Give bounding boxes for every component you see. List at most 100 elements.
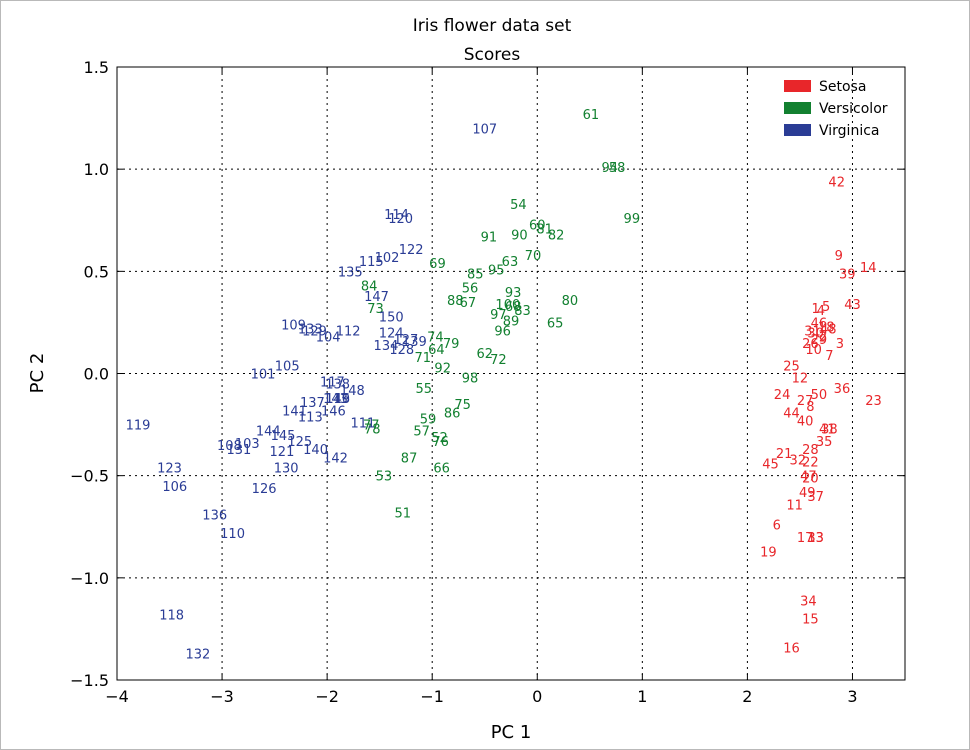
data-point-virginica: 117 [320, 376, 345, 391]
data-point-setosa: 32 [790, 453, 807, 468]
data-point-virginica: 107 [472, 122, 497, 137]
data-point-virginica: 129 [302, 325, 327, 340]
data-point-setosa: 9 [835, 249, 843, 264]
data-point-setosa: 27 [797, 394, 814, 409]
data-point-versicolor: 96 [494, 325, 511, 340]
data-point-versicolor: 89 [503, 314, 520, 329]
data-point-versicolor: 79 [443, 337, 460, 352]
data-point-setosa: 45 [762, 457, 779, 472]
data-point-virginica: 115 [359, 255, 384, 270]
data-point-versicolor: 69 [429, 257, 446, 272]
data-point-virginica: 114 [384, 208, 409, 223]
data-point-setosa: 20 [802, 472, 819, 487]
data-point-setosa: 50 [811, 388, 828, 403]
data-point-setosa: 43 [844, 298, 861, 313]
data-point-virginica: 146 [321, 404, 346, 419]
legend-swatch-versicolor [784, 102, 811, 114]
data-point-versicolor: 90 [511, 229, 528, 244]
data-point-setosa: 48 [820, 323, 837, 338]
data-point-setosa: 47 [800, 470, 817, 485]
data-point-virginica: 121 [270, 445, 295, 460]
data-point-virginica: 141 [282, 404, 307, 419]
data-point-versicolor: 72 [490, 353, 507, 368]
data-point-setosa: 8 [806, 400, 814, 415]
data-point-setosa: 23 [865, 394, 882, 409]
data-point-setosa: 2 [819, 331, 827, 346]
data-point-setosa: 21 [776, 447, 793, 462]
data-point-versicolor: 56 [462, 282, 479, 297]
data-point-setosa: 37 [807, 490, 824, 505]
data-point-versicolor: 82 [548, 229, 565, 244]
data-point-virginica: 128 [389, 343, 414, 358]
data-point-virginica: 120 [388, 212, 413, 227]
data-point-versicolor: 55 [416, 382, 433, 397]
legend-label-setosa: Setosa [819, 79, 866, 95]
data-point-versicolor: 94 [601, 161, 618, 176]
data-point-versicolor: 73 [367, 302, 384, 317]
data-point-versicolor: 71 [414, 351, 431, 366]
data-point-virginica: 102 [375, 251, 400, 266]
data-point-versicolor: 70 [525, 249, 542, 264]
data-point-virginica: 133 [298, 323, 323, 338]
data-point-versicolor: 91 [481, 231, 498, 246]
y-tick-label: −0.5 [70, 467, 109, 486]
data-point-setosa: 14 [860, 261, 877, 276]
data-point-virginica: 130 [274, 461, 299, 476]
data-point-versicolor: 100 [495, 298, 520, 313]
y-tick-label: −1.5 [70, 671, 109, 690]
data-point-versicolor: 77 [363, 419, 380, 434]
data-point-versicolor: 67 [460, 296, 477, 311]
y-axis-label: PC 2 [27, 353, 48, 394]
data-point-versicolor: 52 [431, 431, 448, 446]
y-tick-label: 1.5 [84, 58, 109, 77]
data-point-setosa: 38 [821, 423, 838, 438]
data-point-virginica: 144 [256, 425, 281, 440]
data-point-virginica: 116 [325, 392, 350, 407]
data-point-setosa: 10 [805, 343, 822, 358]
data-point-versicolor: 95 [488, 263, 505, 278]
legend: Setosa Versicolor Virginica [784, 79, 888, 139]
data-point-setosa: 25 [783, 359, 800, 374]
data-point-virginica: 106 [162, 480, 187, 495]
legend-label-virginica: Virginica [819, 123, 879, 139]
data-point-versicolor: 57 [413, 425, 430, 440]
data-point-setosa: 33 [807, 531, 824, 546]
data-point-versicolor: 61 [583, 108, 600, 123]
data-points: 12 34567891011121314151617181920212223242… [126, 108, 882, 662]
data-point-versicolor: 98 [462, 372, 479, 387]
grid-lines [117, 67, 905, 680]
data-point-versicolor: 86 [444, 406, 461, 421]
data-point-versicolor: 88 [447, 294, 464, 309]
data-point-virginica: 104 [316, 331, 341, 346]
data-point-setosa: 11 [786, 498, 803, 513]
data-point-virginica: 150 [379, 310, 404, 325]
data-point-setosa: 28 [802, 443, 819, 458]
data-point-virginica: 108 [217, 439, 242, 454]
data-point-setosa: 12 [792, 372, 809, 387]
data-point-virginica: 149 [325, 392, 350, 407]
data-point-virginica: 132 [185, 647, 210, 662]
data-point-virginica: 113 [298, 410, 323, 425]
data-point-setosa: 36 [834, 382, 851, 397]
data-point-setosa: 6 [773, 519, 781, 534]
data-point-versicolor: 51 [395, 506, 412, 521]
axis-ticks: −4 −3 −2 −1 0 1 2 3−1.5−1.0−0.50.00.51.01.5 [70, 58, 905, 706]
data-point-virginica: 131 [226, 443, 251, 458]
x-tick-label: −1 [420, 687, 444, 706]
data-point-virginica: 139 [402, 335, 427, 350]
legend-swatch-setosa [784, 80, 811, 92]
legend-label-versicolor: Versicolor [819, 101, 888, 117]
data-point-setosa: 13 [807, 531, 824, 546]
data-point-virginica: 124 [379, 327, 404, 342]
data-point-virginica: 126 [252, 482, 277, 497]
data-point-setosa: 42 [828, 175, 845, 190]
data-point-setosa: 7 [825, 349, 833, 364]
data-point-versicolor: 78 [364, 423, 381, 438]
chart-subtitle: Scores [464, 45, 521, 65]
data-point-setosa: 31 [804, 325, 821, 340]
data-point-setosa: 39 [839, 267, 856, 282]
y-tick-label: 0.5 [84, 262, 109, 281]
data-point-virginica: 140 [303, 443, 328, 458]
data-point-virginica: 103 [235, 437, 260, 452]
data-point-setosa: 16 [783, 641, 800, 656]
